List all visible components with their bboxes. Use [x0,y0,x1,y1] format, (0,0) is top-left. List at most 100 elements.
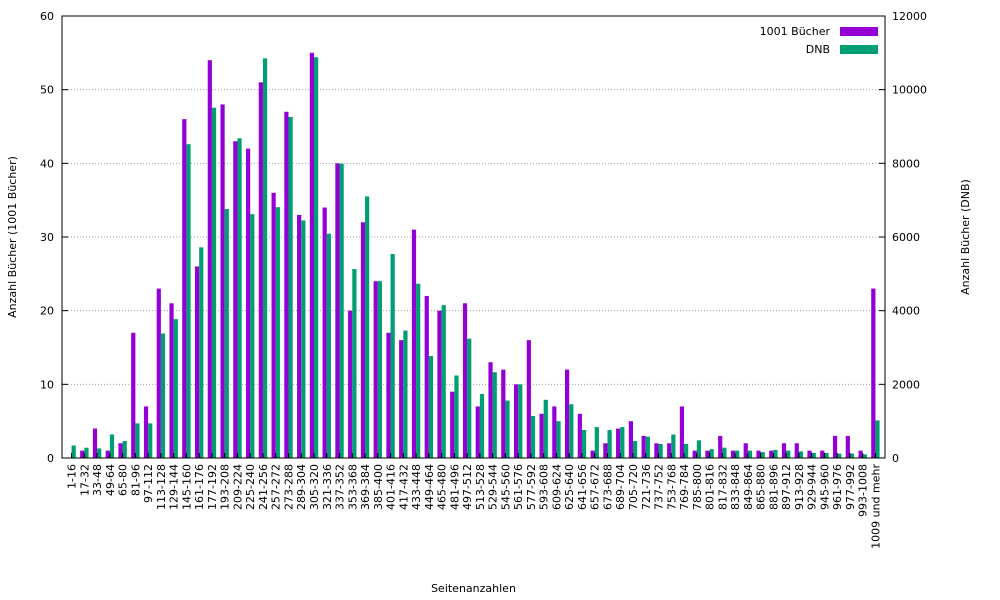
bar-1001-buecher [641,435,646,458]
x-category-label: 1-16 [66,464,79,489]
bar-dnb [326,233,331,458]
bar-1001-buecher [322,207,327,458]
x-category-label: 481-496 [448,464,461,510]
bar-1001-buecher [769,450,774,458]
bar-1001-buecher [105,450,110,458]
bar-1001-buecher [756,450,761,458]
x-category-label: 609-624 [550,464,563,510]
x-category-label: 913-928 [793,464,806,510]
x-category-label: 385-400 [372,464,385,510]
x-category-label: 241-256 [257,464,270,510]
bar-1001-buecher [450,391,455,458]
x-category-label: 769-784 [678,464,691,510]
x-category-label: 65-80 [117,464,130,496]
y-tick-label-right: 12000 [892,10,927,23]
bar-dnb [811,452,816,458]
bar-dnb [709,449,714,458]
bar-dnb [492,372,497,458]
bar-dnb [722,447,727,458]
x-category-label: 321-336 [321,464,334,510]
x-category-label: 401-416 [385,464,398,510]
bar-1001-buecher [743,443,748,458]
x-category-label: 945-960 [818,464,831,510]
bar-1001-buecher [284,111,289,459]
x-category-label: 337-352 [334,464,347,510]
bar-dnb [798,451,804,458]
x-category-label: 1009 und mehr [869,464,882,549]
axis-ticks: 0 10 20 30 40 50 60 0 2000 4000 6000 8000 10000 12000 [40,10,927,465]
bar-dnb [581,430,587,458]
x-category-label: 305-320 [308,464,321,510]
x-category-label: 33-48 [91,464,104,496]
y-tick-label-left: 50 [40,84,54,97]
bar-dnb [275,207,280,458]
legend-label-1001-buecher: 1001 Bücher [760,25,831,38]
bar-1001-buecher [424,295,429,458]
bar-1001-buecher [832,435,838,458]
bar-1001-buecher [858,450,863,458]
bar-1001-buecher [679,406,685,458]
x-category-label: 177-192 [206,464,219,510]
bar-dnb [505,400,510,458]
bar-1001-buecher [182,119,187,458]
x-category-label: 897-912 [780,464,793,510]
bar-dnb [735,450,740,458]
x-category-label: 433-448 [410,464,423,510]
bar-1001-buecher [246,148,251,458]
x-category-label: 865-880 [755,464,768,510]
bar-dnb [403,330,408,458]
bar-dnb [454,375,459,458]
x-category-label: 225-240 [244,464,257,510]
bar-1001-buecher [462,303,468,458]
bar-dnb [237,138,242,458]
x-category-label: 801-816 [704,464,717,510]
x-category-label: 513-528 [474,464,487,510]
bar-dnb [84,447,89,458]
y-tick-label-right: 6000 [892,231,920,244]
x-category-label: 705-720 [627,464,640,510]
x-category-label: 289-304 [295,464,308,510]
bar-1001-buecher [654,443,659,458]
bar-1001-buecher [692,450,697,458]
x-category-label: 849-864 [742,464,755,510]
bar-1001-buecher [207,60,212,458]
bar-1001-buecher [475,406,480,458]
x-category-label: 721-736 [640,464,653,510]
bar-1001-buecher [118,443,123,458]
x-category-label: 209-224 [231,464,244,510]
bar-dnb [428,355,434,458]
bar-1001-buecher [348,310,353,458]
x-category-label: 833-848 [729,464,742,510]
x-category-label: 689-704 [614,464,627,510]
bar-1001-buecher [156,288,161,458]
bar-1001-buecher [526,340,531,458]
y-axis-title-right: Anzahl Bücher (DNB) [959,179,972,295]
bar-dnb [824,452,829,458]
x-category-label: 545-560 [499,464,512,510]
x-category-label: 49-64 [104,464,117,496]
x-category-label: 257-272 [270,464,283,510]
x-category-label: 465-480 [436,464,449,510]
x-category-label: 529-544 [487,464,500,510]
x-category-label: 577-592 [525,464,538,510]
bar-dnb [224,209,229,458]
bar-dnb [543,399,548,458]
bar-1001-buecher [399,340,404,458]
bar-1001-buecher [258,82,263,459]
bar-dnb [849,453,855,458]
bar-dnb [569,404,574,458]
x-category-label: 817-832 [716,464,729,510]
x-category-label: 753-768 [665,464,678,510]
bar-dnb [747,450,753,458]
bar-1001-buecher [667,443,672,458]
bar-1001-buecher [705,450,710,458]
x-category-label: 929-944 [806,464,819,510]
bar-dnb [148,423,153,458]
y-tick-label-right: 0 [892,452,899,465]
x-category-label: 993-1008 [857,464,870,517]
bar-1001-buecher [143,406,149,458]
bar-dnb [837,453,842,458]
bar-dnb [658,444,663,458]
x-category-label: 449-464 [423,464,436,510]
